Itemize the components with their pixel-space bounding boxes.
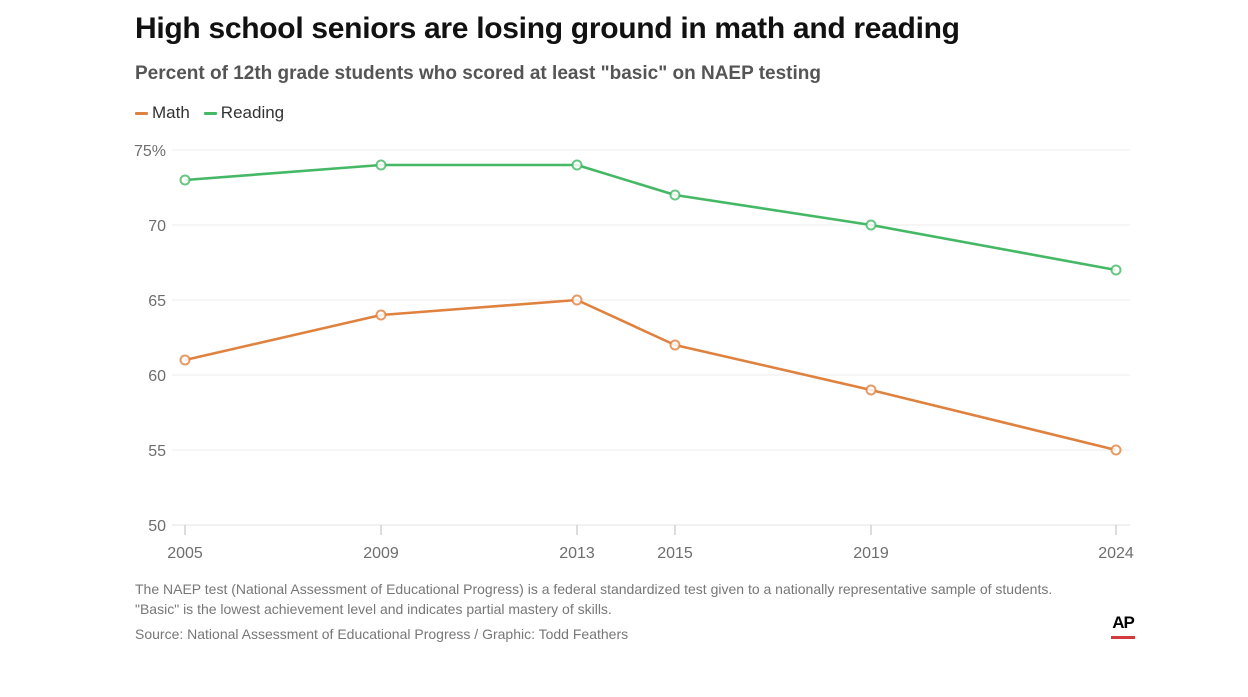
point-math-2005 (179, 354, 191, 366)
x-tick-label: 2013 (559, 545, 595, 562)
ap-logo: AP (1110, 614, 1136, 639)
legend-item-math: Math (135, 103, 190, 123)
y-axis-ticks: 50 55 60 65 70 75% (134, 143, 166, 535)
legend-swatch-math (135, 111, 148, 115)
y-tick-label: 50 (148, 518, 166, 535)
y-tick-label: 65 (148, 293, 166, 310)
point-reading-2005 (179, 174, 191, 186)
legend: Math Reading (135, 103, 284, 123)
legend-label-reading: Reading (220, 103, 285, 122)
line-math (184, 298, 1117, 452)
point-reading-2019 (865, 219, 877, 231)
point-math-2019 (865, 384, 877, 396)
y-tick-label: 70 (148, 218, 166, 235)
legend-item-reading: Reading (203, 103, 285, 123)
y-tick-label: 55 (148, 443, 166, 460)
x-tick-label: 2015 (657, 545, 693, 562)
y-tick-label: 60 (148, 368, 166, 385)
gridlines (172, 149, 1130, 526)
series-lines (184, 163, 1117, 452)
point-reading-2015 (669, 189, 681, 201)
point-reading-2024 (1110, 264, 1122, 276)
legend-swatch-reading (203, 111, 217, 115)
x-tick-label: 2009 (363, 545, 399, 562)
series-points (179, 159, 1122, 456)
point-reading-2013 (571, 159, 583, 171)
ap-logo-text: AP (1112, 613, 1135, 632)
line-reading (184, 163, 1117, 272)
chart-subtitle: Percent of 12th grade students who score… (135, 63, 821, 84)
x-axis-ticks: 2005 2009 2013 2015 2019 2024 (167, 525, 1134, 562)
point-math-2024 (1110, 444, 1122, 456)
point-math-2015 (669, 339, 681, 351)
x-tick-label: 2024 (1098, 545, 1134, 562)
x-tick-label: 2019 (853, 545, 889, 562)
point-math-2009 (375, 309, 387, 321)
ap-logo-bar (1111, 636, 1135, 639)
chart-title: High school seniors are losing ground in… (135, 12, 960, 45)
x-tick-label: 2005 (167, 545, 203, 562)
chart-note: The NAEP test (National Assessment of Ed… (135, 581, 1053, 617)
chart-source: Source: National Assessment of Education… (135, 626, 629, 642)
legend-label-math: Math (152, 103, 190, 122)
point-math-2013 (571, 294, 583, 306)
point-reading-2009 (375, 159, 387, 171)
y-tick-label: 75% (134, 143, 166, 160)
